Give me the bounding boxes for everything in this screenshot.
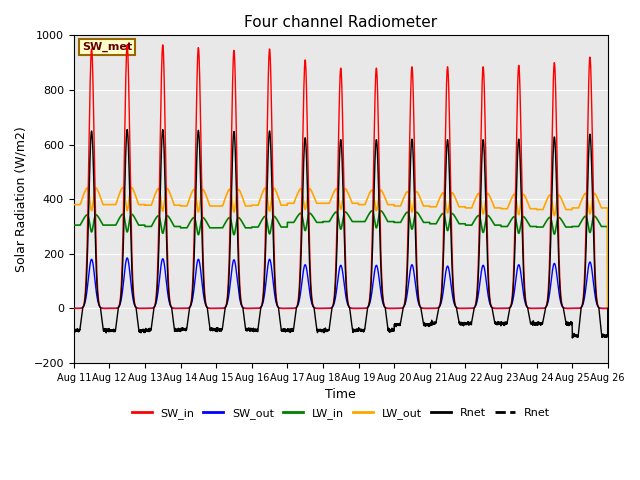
- X-axis label: Time: Time: [325, 388, 356, 401]
- Y-axis label: Solar Radiation (W/m2): Solar Radiation (W/m2): [15, 126, 28, 272]
- Text: SW_met: SW_met: [82, 42, 132, 52]
- Title: Four channel Radiometer: Four channel Radiometer: [244, 15, 437, 30]
- Legend: SW_in, SW_out, LW_in, LW_out, Rnet, Rnet: SW_in, SW_out, LW_in, LW_out, Rnet, Rnet: [127, 403, 554, 423]
